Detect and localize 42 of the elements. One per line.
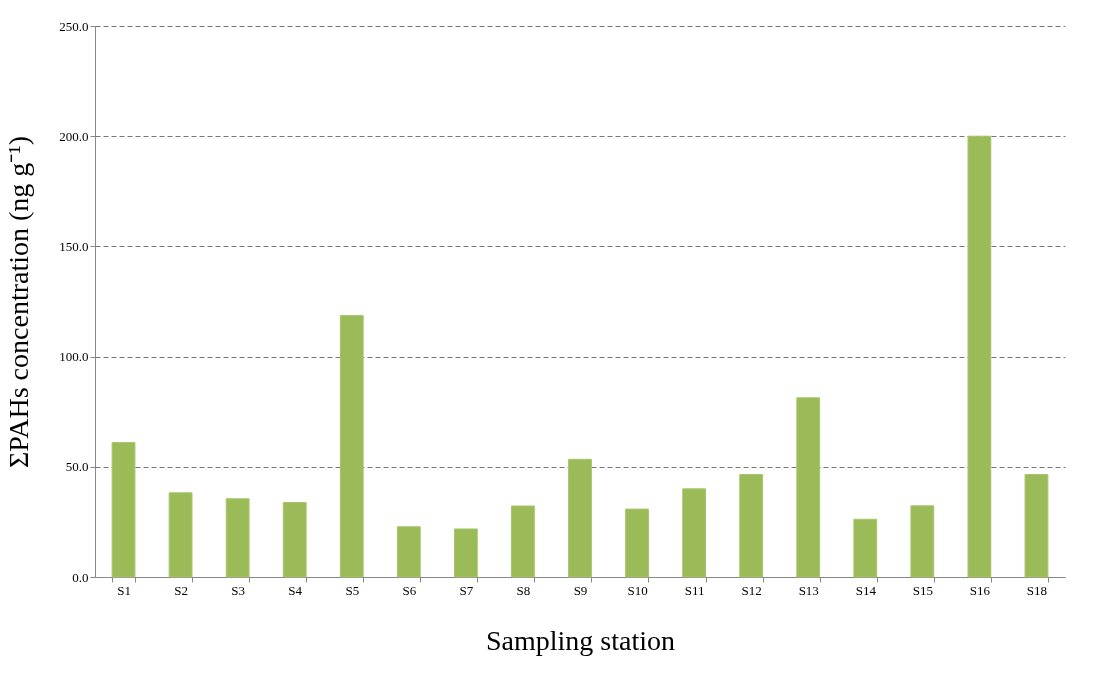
y-tick-label: 200.0 bbox=[59, 128, 89, 144]
bar bbox=[910, 505, 935, 578]
bar bbox=[967, 135, 992, 578]
x-tick-label: S18 bbox=[1026, 582, 1048, 598]
x-tick-label: S16 bbox=[969, 582, 991, 598]
bar bbox=[111, 442, 136, 578]
bar bbox=[568, 458, 592, 578]
y-tick-label: 100.0 bbox=[59, 349, 89, 365]
x-tick-label: S12 bbox=[741, 582, 762, 598]
bar bbox=[396, 526, 421, 578]
y-tick-label: 50.0 bbox=[65, 459, 89, 475]
bar bbox=[511, 505, 535, 578]
x-tick-label: S6 bbox=[402, 582, 417, 598]
bar bbox=[282, 502, 307, 578]
bar bbox=[339, 315, 364, 578]
x-tick-label: S10 bbox=[627, 582, 648, 598]
x-tick-label: S7 bbox=[459, 582, 474, 598]
bar bbox=[682, 488, 707, 578]
y-tick-label: 150.0 bbox=[59, 238, 89, 254]
x-tick-label: S3 bbox=[231, 582, 246, 598]
bar bbox=[796, 397, 821, 578]
x-tick-label: S1 bbox=[117, 582, 131, 598]
y-tick-label: 0.0 bbox=[72, 569, 89, 585]
bar bbox=[1024, 474, 1049, 578]
x-tick-label: S4 bbox=[288, 582, 303, 598]
x-tick-label: S9 bbox=[573, 582, 588, 598]
x-tick-label: S11 bbox=[684, 582, 705, 598]
bar bbox=[225, 498, 250, 578]
x-tick-label: S2 bbox=[174, 582, 188, 598]
x-tick-label: S14 bbox=[855, 582, 877, 598]
bar bbox=[739, 474, 764, 578]
bar bbox=[625, 508, 649, 578]
bar bbox=[453, 528, 478, 578]
y-tick-label: 250.0 bbox=[59, 18, 89, 34]
x-tick-label: S8 bbox=[516, 582, 531, 598]
bar bbox=[168, 492, 193, 578]
x-axis-title: Sampling station bbox=[486, 624, 675, 656]
x-tick-label: S15 bbox=[912, 582, 933, 598]
x-tick-label: S5 bbox=[345, 582, 360, 598]
y-axis-title: ΣPAHs concentration (ng g⁻¹) bbox=[3, 135, 35, 469]
bar bbox=[853, 518, 878, 578]
x-tick-label: S13 bbox=[798, 582, 819, 598]
